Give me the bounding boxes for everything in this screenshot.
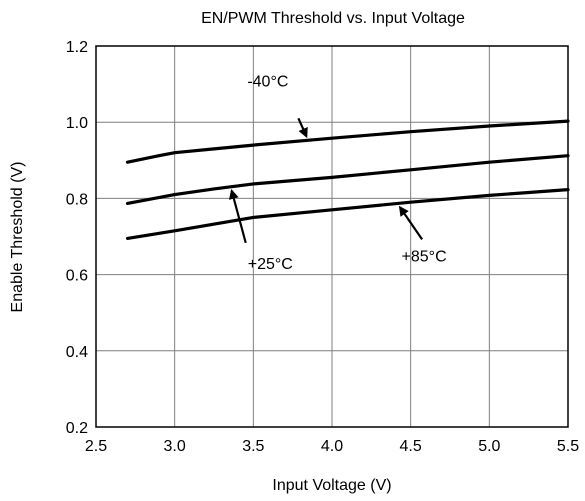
x-tick-label: 5.5: [557, 438, 579, 455]
y-tick-label: 0.8: [66, 191, 88, 208]
y-tick-labels: 0.2 0.4 0.6 0.8 1.0 1.2: [66, 39, 88, 437]
x-tick-label: 5.0: [478, 438, 500, 455]
y-tick-label: 0.4: [66, 344, 88, 361]
plot-frame: [95, 45, 569, 428]
y-tick-label: 1.2: [66, 39, 88, 56]
annotation-label: +25°C: [248, 256, 293, 273]
x-tick-label: 4.0: [321, 438, 343, 455]
y-axis-label: Enable Threshold (V): [9, 162, 26, 313]
series-line: [125, 119, 570, 164]
x-tick-label: 2.5: [85, 438, 107, 455]
x-tick-label: 3.5: [242, 438, 264, 455]
series-line: [125, 154, 570, 205]
annotation-label: -40°C: [247, 73, 288, 90]
x-tick-label: 3.0: [164, 438, 186, 455]
x-axis-label: Input Voltage (V): [272, 477, 391, 494]
series-line: [125, 188, 570, 240]
annotations: -40°C +25°C +85°C: [228, 73, 447, 273]
annotation-arrow: [398, 205, 423, 241]
y-tick-label: 0.2: [66, 420, 88, 437]
annotation-arrow: [297, 117, 308, 139]
y-tick-label: 0.6: [66, 268, 88, 285]
x-tick-labels: 2.5 3.0 3.5 4.0 4.5 5.0 5.5: [85, 438, 579, 455]
series-lines: [125, 119, 570, 240]
annotation-arrow: [228, 188, 247, 244]
grid: [96, 46, 568, 427]
annotation-label: +85°C: [402, 248, 447, 265]
y-tick-label: 1.0: [66, 115, 88, 132]
chart-title: EN/PWM Threshold vs. Input Voltage: [201, 10, 465, 27]
x-tick-label: 4.5: [400, 438, 422, 455]
